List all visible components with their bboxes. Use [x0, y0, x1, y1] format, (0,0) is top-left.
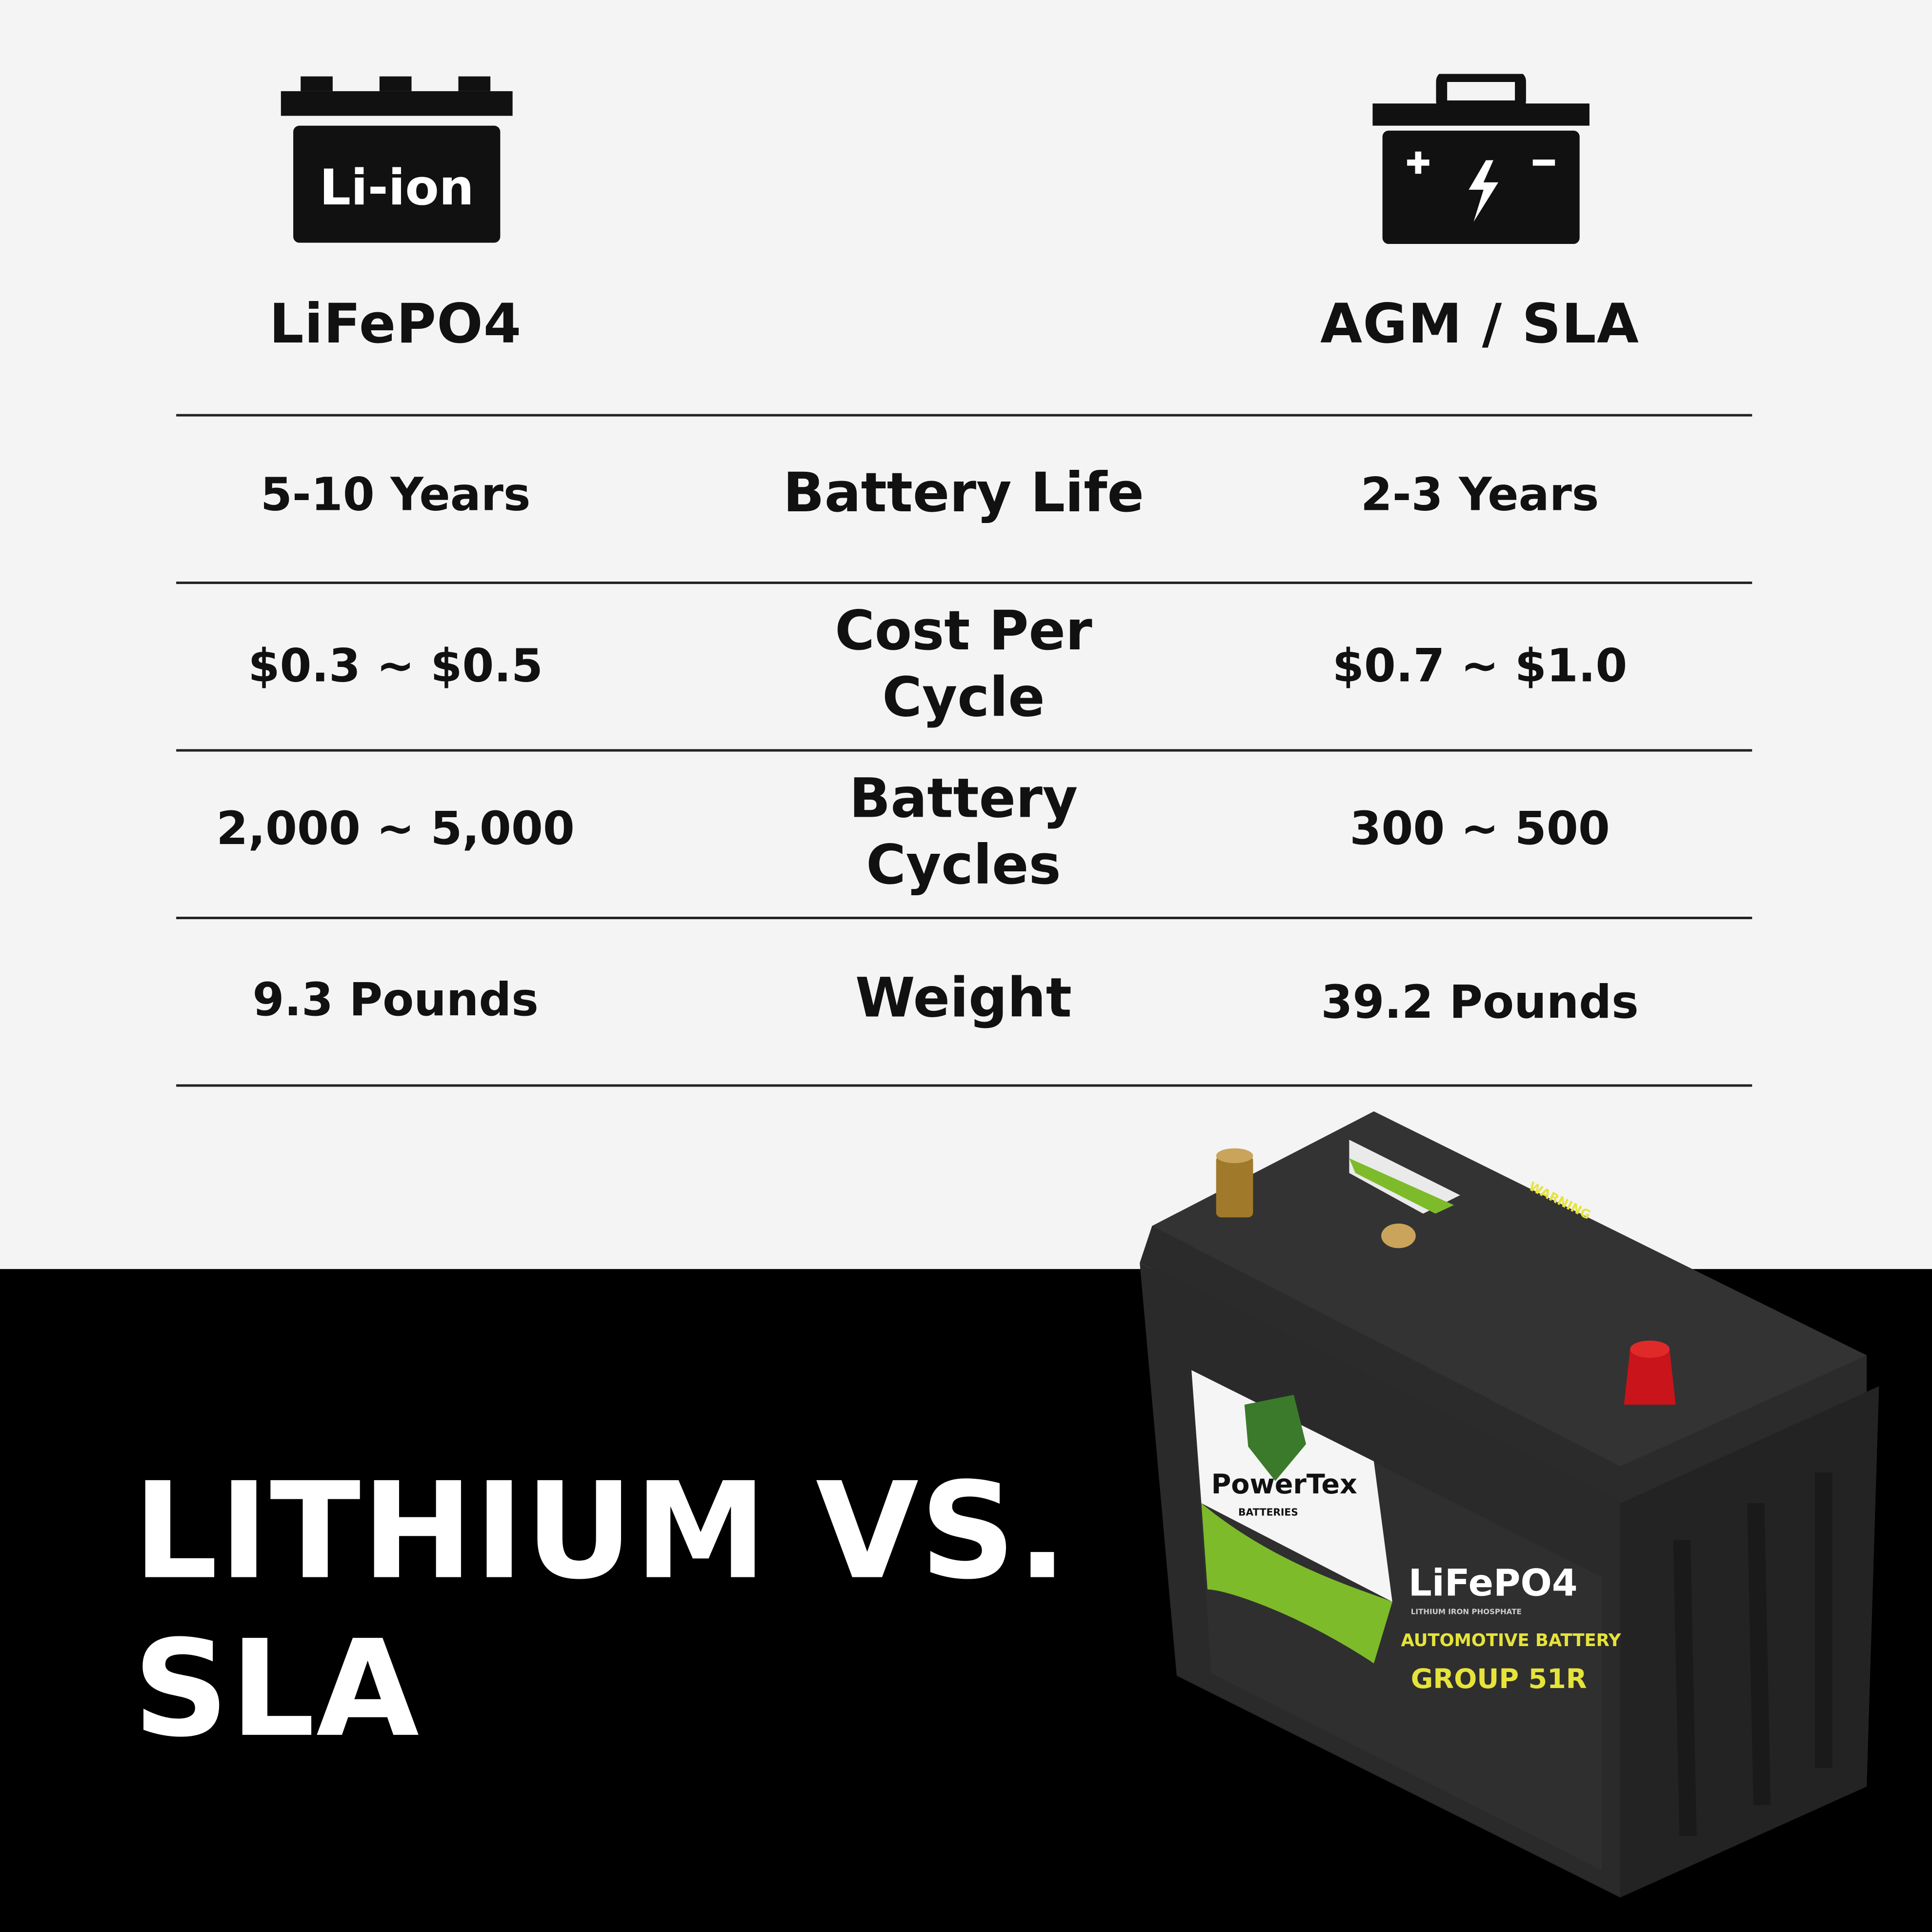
li-ion-battery-icon: Li-ion	[281, 76, 513, 243]
divider	[176, 916, 1752, 920]
brand-logo-subtext: BATTERIES	[1238, 1506, 1298, 1518]
metric-battery-life: Battery Life	[783, 462, 1144, 525]
lifepo4-weight: 9.3 Pounds	[252, 972, 539, 1026]
metric-cost-per-cycle: Cost Per Cycle	[835, 600, 1092, 730]
li-ion-icon-label: Li-ion	[320, 159, 474, 216]
divider	[176, 1084, 1752, 1087]
brand-logo-text: PowerTex	[1211, 1469, 1357, 1500]
metric-weight: Weight	[855, 967, 1072, 1030]
lifepo4-cost-per-cycle: $0.3 ~ $0.5	[248, 639, 543, 692]
positive-terminal	[1624, 1349, 1676, 1405]
divider	[176, 414, 1752, 417]
metric-battery-cycles: Battery Cycles	[849, 767, 1078, 897]
sla-column-title: AGM / SLA	[1320, 293, 1640, 356]
lead-acid-battery-icon	[1372, 74, 1590, 244]
product-battery-image: PowerTex BATTERIES LiFePO4 LITHIUM IRON …	[1140, 1111, 1879, 1898]
divider	[176, 749, 1752, 752]
lifepo4-battery-cycles: 2,000 ~ 5,000	[216, 801, 575, 855]
sla-battery-life: 2-3 Years	[1360, 467, 1599, 521]
group-label: GROUP 51R	[1411, 1663, 1587, 1695]
lifepo4-battery-life: 5-10 Years	[260, 467, 531, 521]
chemistry-label: LiFePO4	[1409, 1562, 1578, 1605]
sla-cost-per-cycle: $0.7 ~ $1.0	[1332, 639, 1628, 692]
headline-line-1: LITHIUM VS.	[133, 1455, 1069, 1610]
negative-terminal	[1216, 1155, 1253, 1218]
chemistry-sublabel: LITHIUM IRON PHOSPHATE	[1411, 1607, 1522, 1616]
lifepo4-column-title: LiFePO4	[269, 293, 522, 356]
headline: LITHIUM VS. SLA	[133, 1454, 1069, 1770]
sla-battery-cycles: 300 ~ 500	[1349, 801, 1610, 855]
divider	[176, 582, 1752, 584]
headline-line-2: SLA	[133, 1612, 421, 1767]
sla-weight: 39.2 Pounds	[1321, 975, 1639, 1028]
type-label: AUTOMOTIVE BATTERY	[1401, 1630, 1621, 1650]
